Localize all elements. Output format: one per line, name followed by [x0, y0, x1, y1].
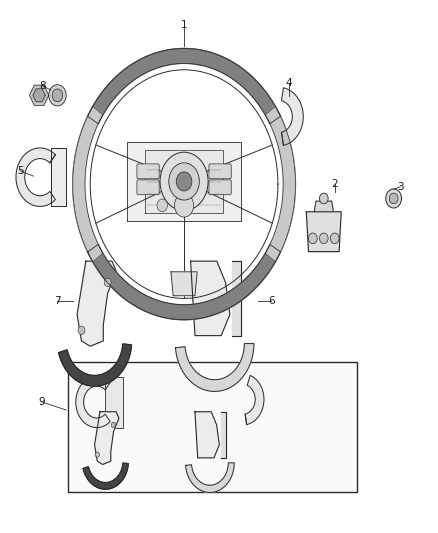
Polygon shape [191, 261, 230, 336]
Circle shape [111, 422, 116, 427]
Polygon shape [95, 411, 119, 464]
Circle shape [386, 189, 402, 208]
Circle shape [157, 199, 167, 212]
Text: 4: 4 [286, 78, 292, 88]
Circle shape [330, 233, 339, 244]
FancyBboxPatch shape [68, 362, 357, 492]
Circle shape [49, 85, 66, 106]
Polygon shape [88, 49, 280, 124]
Circle shape [174, 193, 194, 217]
Circle shape [319, 193, 328, 204]
Polygon shape [176, 344, 254, 391]
Polygon shape [83, 463, 128, 489]
Text: 8: 8 [39, 81, 46, 91]
Text: 2: 2 [332, 179, 338, 189]
FancyBboxPatch shape [209, 180, 231, 195]
Polygon shape [221, 411, 226, 458]
Text: 3: 3 [397, 182, 403, 192]
Polygon shape [29, 85, 49, 106]
FancyBboxPatch shape [137, 164, 159, 179]
Circle shape [319, 233, 328, 244]
Polygon shape [265, 107, 295, 262]
Circle shape [389, 193, 398, 204]
FancyBboxPatch shape [137, 180, 159, 195]
Polygon shape [73, 107, 103, 262]
Polygon shape [282, 88, 303, 146]
Polygon shape [171, 272, 197, 296]
Polygon shape [59, 344, 131, 386]
Polygon shape [33, 89, 45, 102]
Polygon shape [195, 411, 219, 458]
Circle shape [160, 152, 208, 211]
Circle shape [176, 172, 192, 191]
Polygon shape [306, 212, 341, 252]
Text: 1: 1 [181, 20, 187, 30]
Polygon shape [314, 201, 333, 212]
Bar [106, 376, 123, 427]
Circle shape [78, 326, 85, 335]
Polygon shape [76, 376, 110, 427]
Circle shape [95, 452, 99, 457]
Text: 9: 9 [39, 397, 46, 407]
Text: 6: 6 [268, 296, 275, 306]
Circle shape [104, 278, 111, 287]
Polygon shape [88, 245, 280, 320]
Polygon shape [77, 261, 117, 346]
Polygon shape [232, 261, 241, 336]
Polygon shape [127, 142, 241, 221]
Polygon shape [145, 150, 223, 213]
Circle shape [308, 233, 317, 244]
Circle shape [169, 163, 199, 200]
Circle shape [52, 89, 63, 102]
Polygon shape [186, 463, 234, 492]
Polygon shape [16, 148, 56, 206]
Text: 5: 5 [17, 166, 24, 176]
Polygon shape [51, 148, 66, 206]
Text: 7: 7 [54, 296, 61, 306]
Polygon shape [245, 375, 264, 424]
FancyBboxPatch shape [209, 164, 231, 179]
